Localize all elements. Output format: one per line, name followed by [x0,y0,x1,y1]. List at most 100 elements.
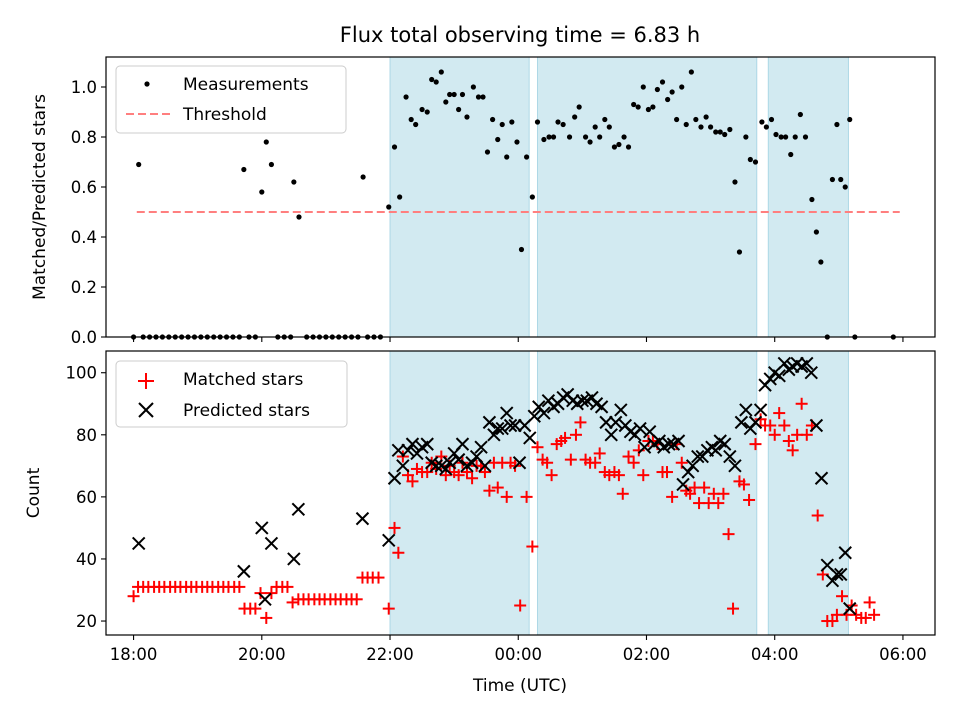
matched-star-point [863,596,876,609]
matched-star-point [520,490,533,503]
matched-star-point [661,466,674,479]
predicted-star-point [777,356,792,371]
predicted-star-point [255,521,269,535]
y-tick-label: 40 [76,550,97,569]
measurement-point [693,116,699,123]
measurement-point [792,134,798,140]
measurement-point [669,89,675,95]
measurement-point [480,94,486,100]
predicted-star-point [287,552,301,566]
measurement-point [541,136,547,143]
matched-star-point [589,456,602,469]
measurement-point [635,104,641,110]
predicted-star-point [482,415,497,430]
predicted-star-point [429,459,443,473]
measurement-point [834,121,840,128]
predicted-star-point [637,440,652,454]
measurement-point [752,159,759,165]
legend-threshold-label: Threshold [182,105,267,125]
predicted-star-point [523,431,537,445]
measurement-point [475,94,482,100]
matched-star-point [233,580,246,593]
matched-star-point [249,602,262,615]
legend-matched-marker [138,373,154,389]
matched-star-point [452,469,465,482]
bottom-legend: Matched stars Predicted stars [115,360,348,428]
bottom-yticks: 20 40 60 80 100 [66,364,106,631]
top-y-axis-label: Matched/Predicted stars [30,94,50,300]
predicted-star-point [671,434,686,448]
predicted-star-point [500,406,514,420]
matched-star-point [743,493,756,506]
measurement-point [654,86,660,93]
measurement-point [259,189,265,195]
legend-predicted-marker [138,402,154,418]
predicted-star-point [830,567,844,582]
top-shading [389,56,849,338]
predicted-star-point [614,403,628,417]
matched-star-point [782,435,795,448]
measurement-point [616,141,622,148]
measurement-point [447,91,453,98]
top-panel: 0.0 0.2 0.4 0.6 0.8 1.0 Matched/Predicted sta… [30,56,936,347]
predicted-star-point [717,437,732,451]
measurement-point [809,196,815,203]
matched-star-point [531,441,544,454]
measurement-point [550,134,557,140]
predicted-star-point [809,418,824,433]
predicted-star-point [442,456,457,470]
measurement-point [788,151,794,158]
measurement-point [847,116,853,123]
shaded-interval-0 [389,56,530,338]
measurement-point [413,121,419,128]
predicted-star-point [487,428,501,442]
y-tick-label: 0.8 [71,128,97,147]
matched-star-point [545,469,558,482]
measurement-point [534,119,541,125]
bottom-y-axis-label: Count [24,467,44,518]
matched-star-point [466,472,479,485]
measurement-point [523,154,530,160]
predicted-star-point [391,443,406,458]
measurement-point [621,134,627,140]
predicted-star-point [825,573,840,588]
measurement-point [429,76,435,83]
predicted-star-point [355,511,370,526]
bottom-legend-box [115,360,348,428]
measurement-point [443,99,449,105]
predicted-star-point [676,477,690,492]
y-tick-label: 100 [66,364,98,383]
matched-star-point [593,447,606,460]
measurement-point [773,131,779,138]
y-tick-label: 0.2 [71,278,97,297]
y-tick-label: 0.6 [71,178,97,197]
matched-star-point [717,487,730,500]
matched-star-point [749,438,762,451]
matched-star-point [491,481,504,494]
x-tick-label: 22:00 [366,645,414,664]
measurement-point [727,126,733,133]
matched-star-point [564,453,577,466]
x-axis-label: Time (UTC) [472,676,567,696]
matched-star-point [836,590,849,603]
measurement-point [360,174,366,180]
predicted-star-point [291,502,306,517]
legend-matched-label: Matched stars [183,370,303,390]
matched-star-point [260,611,273,624]
measurement-point [713,129,719,135]
measurement-point [504,154,510,160]
measurement-point [640,84,646,90]
predicted-star-point [739,403,753,417]
measurement-point [555,119,561,125]
measurement-point [683,121,689,128]
matched-star-point [773,407,786,420]
matched-star-point [406,475,419,488]
measurement-point [433,79,439,85]
measurement-point [631,101,637,108]
measurement-point [424,109,430,115]
measurement-point [645,106,652,113]
predicted-star-point [537,406,551,420]
measurement-point [736,249,743,255]
predicted-star-point [405,437,420,451]
measurement-point [802,134,809,140]
